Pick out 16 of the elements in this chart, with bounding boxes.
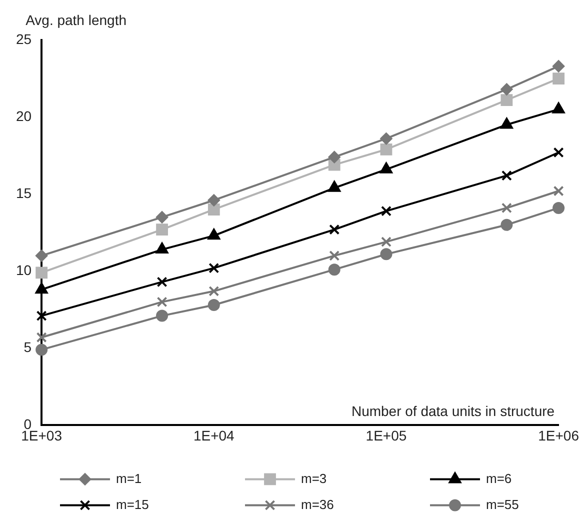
y-tick-label: 10 xyxy=(16,262,32,278)
x-tick-label: 1E+04 xyxy=(193,427,235,444)
legend-label: m=36 xyxy=(301,496,334,512)
x-tick-label: 1E+06 xyxy=(538,427,580,444)
legend-label: m=55 xyxy=(486,496,519,512)
legend-label: m=6 xyxy=(486,470,512,486)
y-tick-label: 5 xyxy=(24,339,32,356)
y-axis-title: Avg. path length xyxy=(26,12,127,28)
x-axis-title: Number of data units in structure xyxy=(351,403,555,420)
y-tick-label: 15 xyxy=(16,184,32,201)
legend-label: m=3 xyxy=(301,470,327,486)
y-tick-label: 25 xyxy=(16,30,32,47)
x-tick-label: 1E+05 xyxy=(366,427,407,444)
legend-label: m=1 xyxy=(116,470,142,486)
legend-label: m=15 xyxy=(116,496,149,512)
y-tick-label: 20 xyxy=(16,108,32,124)
